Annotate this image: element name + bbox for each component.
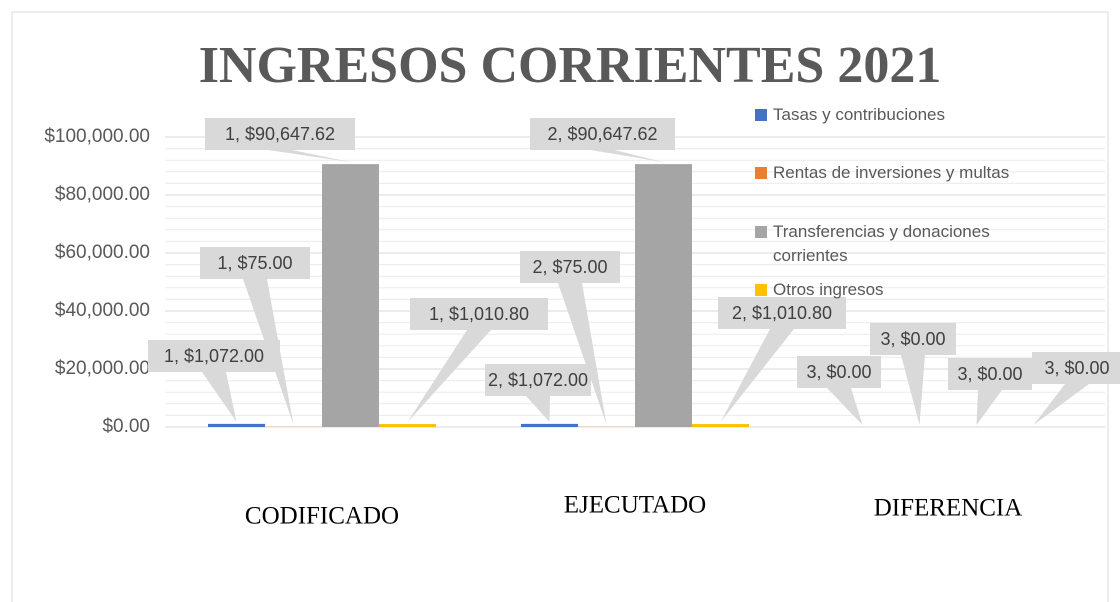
bar (322, 164, 379, 428)
legend-swatch (755, 226, 767, 238)
legend-label: Rentas de inversiones y multas (773, 163, 1010, 182)
y-tick-label: $100,000.00 (44, 126, 150, 147)
chart-title: INGRESOS CORRIENTES 2021 (199, 37, 942, 94)
callout-pointer (590, 150, 664, 163)
callout-pointer (1033, 384, 1089, 425)
callout-pointer (202, 372, 237, 422)
legend-swatch (755, 167, 767, 179)
data-label: 2, $75.00 (532, 257, 607, 277)
callout-pointer (268, 150, 351, 163)
callout-box (1032, 352, 1120, 384)
x-tick-label: CODIFICADO (245, 503, 399, 530)
callout-box (718, 297, 846, 329)
callout-pointer (526, 396, 550, 422)
data-label: 2, $1,010.80 (732, 303, 832, 323)
callout-pointer (243, 279, 294, 425)
callout-box (485, 364, 591, 396)
data-label: 3, $0.00 (957, 364, 1022, 384)
bar (635, 164, 692, 428)
bar (208, 423, 265, 427)
callout-box (148, 340, 280, 372)
data-label: 1, $1,010.80 (429, 304, 529, 324)
data-label: 2, $90,647.62 (547, 124, 657, 144)
callout-box (410, 298, 548, 330)
callout-pointer (558, 283, 607, 425)
legend-swatch (755, 284, 767, 296)
callout-box (205, 118, 355, 150)
y-tick-label: $80,000.00 (55, 184, 150, 205)
callout-pointer (407, 330, 491, 423)
data-label: 3, $0.00 (806, 362, 871, 382)
callout-box (200, 247, 310, 279)
legend-label: Otros ingresos (773, 280, 884, 299)
bar (379, 424, 436, 427)
callout-pointer (901, 355, 925, 425)
x-tick-label: DIFERENCIA (874, 495, 1023, 522)
legend-item: Rentas de inversiones y multas (755, 161, 1060, 185)
callout-box (797, 356, 881, 388)
y-tick-label: $60,000.00 (55, 242, 150, 263)
data-label: 1, $75.00 (217, 253, 292, 273)
callout-box (948, 358, 1032, 390)
callout-pointer (720, 329, 794, 423)
legend-swatch (755, 109, 767, 121)
data-label: 3, $0.00 (1044, 358, 1109, 378)
bar (692, 424, 749, 427)
legend-item: Tasas y contribuciones (755, 103, 1060, 127)
callout-pointer (827, 388, 863, 425)
legend-label: Tasas y contribuciones (773, 105, 945, 124)
callout-pointer (976, 390, 1002, 425)
x-tick-label: EJECUTADO (564, 492, 706, 519)
callout-box (870, 323, 956, 355)
callout-box (530, 118, 675, 150)
legend-label: Transferencias y donaciones corrientes (773, 222, 990, 265)
y-tick-label: $40,000.00 (55, 300, 150, 321)
legend-item: Transferencias y donaciones corrientes (755, 220, 1060, 268)
data-label: 1, $1,072.00 (164, 346, 264, 366)
y-tick-label: $20,000.00 (55, 358, 150, 379)
bar (521, 423, 578, 427)
data-label: 3, $0.00 (880, 329, 945, 349)
chart-border (11, 11, 1109, 602)
data-label: 2, $1,072.00 (488, 370, 588, 390)
y-tick-label: $0.00 (102, 416, 150, 437)
legend-item: Otros ingresos (755, 278, 1060, 302)
data-label: 1, $90,647.62 (225, 124, 335, 144)
callout-box (520, 251, 620, 283)
